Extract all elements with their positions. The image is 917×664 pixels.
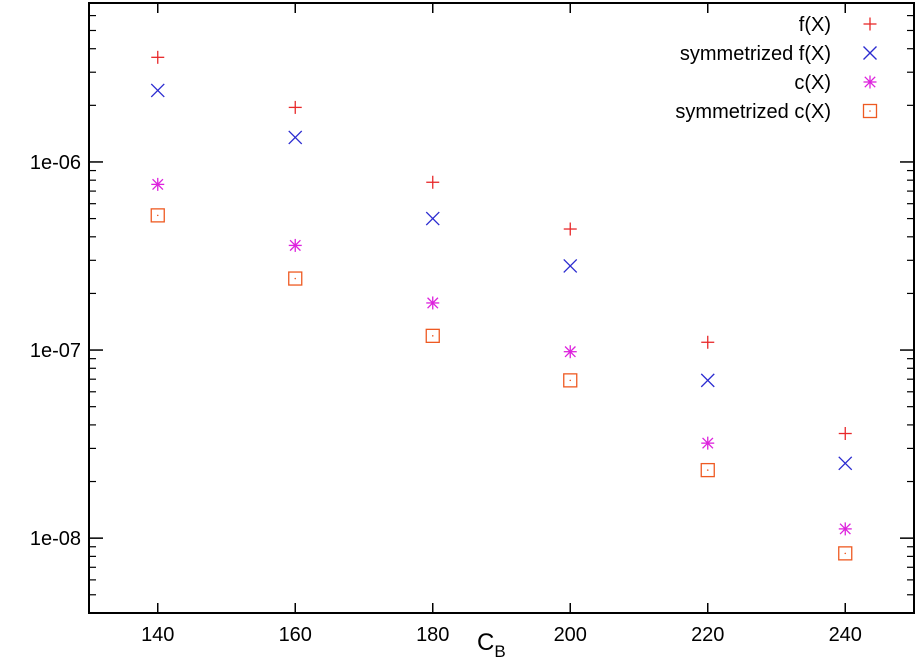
data-point <box>701 335 715 349</box>
x-tick-label: 140 <box>141 624 174 646</box>
legend-marker <box>862 103 878 119</box>
y-tick-label: 1e-08 <box>30 528 81 550</box>
legend-label: symmetrized f(X) <box>680 43 831 65</box>
plot-frame <box>88 2 915 614</box>
data-point <box>150 83 165 98</box>
legend-marker <box>863 46 877 60</box>
axis-ticks <box>89 2 914 614</box>
legend: f(X) symmetrized f(X) c(X) symmetrized c(X) <box>675 14 878 123</box>
series-3 <box>150 208 853 561</box>
data-point <box>288 100 302 114</box>
data-points <box>150 50 853 561</box>
axis-tick-labels: 140 160 180 200 220 240 1e-08 1e-07 1e-06 <box>30 152 862 646</box>
data-point <box>563 222 577 236</box>
data-point <box>838 546 853 561</box>
data-point <box>700 462 715 478</box>
legend-label: symmetrized c(X) <box>675 101 831 123</box>
y-tick-label: 1e-06 <box>30 152 81 174</box>
data-point <box>150 208 165 223</box>
x-tick-label: 220 <box>691 624 724 646</box>
data-point <box>838 456 853 471</box>
data-point <box>700 373 715 388</box>
data-point <box>701 436 715 450</box>
x-tick-label: 200 <box>554 624 587 646</box>
series-1 <box>150 83 853 471</box>
series-0 <box>151 50 852 441</box>
x-tick-label: 180 <box>416 624 449 646</box>
x-axis-label-main: C <box>477 629 494 656</box>
x-tick-label: 160 <box>279 624 312 646</box>
data-point <box>151 177 165 191</box>
data-point <box>288 271 303 286</box>
x-tick-label: 240 <box>829 624 862 646</box>
data-point <box>838 427 852 441</box>
data-point <box>426 175 440 189</box>
data-point <box>563 258 578 273</box>
data-point <box>838 522 852 536</box>
data-point <box>288 238 302 252</box>
legend-label: c(X) <box>794 72 831 94</box>
data-point <box>425 328 440 343</box>
data-point <box>426 296 440 310</box>
x-axis-label: CB <box>477 629 506 661</box>
legend-marker <box>863 17 877 31</box>
data-point <box>563 373 578 388</box>
data-point <box>425 211 440 226</box>
legend-marker <box>863 75 877 89</box>
data-point <box>563 345 577 359</box>
y-tick-label: 1e-07 <box>30 340 81 362</box>
legend-label: f(X) <box>799 14 831 36</box>
data-point <box>288 130 303 145</box>
x-axis-label-subscript: B <box>494 642 505 661</box>
series-2 <box>151 177 852 536</box>
data-point <box>151 50 165 64</box>
